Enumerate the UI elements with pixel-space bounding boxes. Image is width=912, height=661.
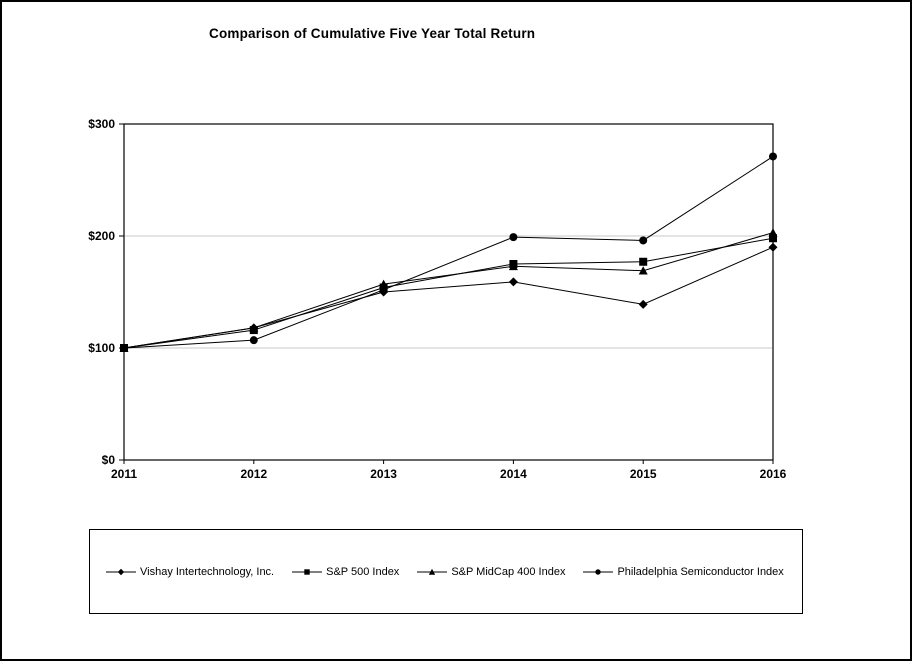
- legend-label: Vishay Intertechnology, Inc.: [140, 565, 275, 578]
- legend-item-philadelphia-semiconductor-index: Philadelphia Semiconductor Index: [583, 565, 784, 578]
- circle-marker-philadelphia-semiconductor-index-2011: [120, 344, 128, 352]
- diamond-marker-vishay-intertechnology-inc-2014: [508, 277, 518, 287]
- y-axis-label: $0: [102, 453, 116, 467]
- legend-item-s-p-500-index: S&P 500 Index: [292, 566, 399, 578]
- triangle-icon: [417, 568, 448, 575]
- chart-title: Comparison of Cumulative Five Year Total…: [209, 26, 536, 41]
- legend-label: S&P MidCap 400 Index: [451, 565, 566, 578]
- y-axis-label: $100: [88, 341, 115, 355]
- plot-frame: [123, 123, 774, 461]
- y-axis-label: $200: [88, 229, 115, 243]
- series-line-s-p-500-index: [123, 237, 774, 349]
- series-line-philadelphia-semiconductor-index: [123, 156, 774, 349]
- legend-item-vishay-intertechnology-inc: Vishay Intertechnology, Inc.: [106, 566, 274, 578]
- legend-label: Philadelphia Semiconductor Index: [617, 565, 784, 578]
- x-axis-label-2015: 2015: [630, 467, 657, 481]
- triangle-marker-s-p-midcap-400-index-2012: [249, 323, 259, 332]
- legend: Vishay Intertechnology, Inc. S&P 500 Inde…: [89, 529, 803, 614]
- square-marker-s-p-500-index-2015: [639, 257, 648, 266]
- line-chart-plot: $0 $100 $200 $300 2011 2012 2013 2014 2015 2016: [88, 117, 787, 481]
- square-marker-s-p-500-index-2016: [769, 234, 777, 243]
- circle-marker-philadelphia-semiconductor-index-2013: [379, 285, 388, 294]
- x-axis-label-2012: 2012: [240, 467, 267, 481]
- legend-label: S&P 500 Index: [326, 565, 400, 578]
- circle-icon: [583, 568, 614, 575]
- circle-marker-philadelphia-semiconductor-index-2014: [509, 233, 518, 242]
- triangle-marker-s-p-midcap-400-index-2016: [768, 228, 778, 237]
- square-icon: [292, 568, 323, 575]
- series-line-s-p-midcap-400-index: [123, 232, 774, 349]
- circle-marker-philadelphia-semiconductor-index-2012: [249, 336, 258, 345]
- circle-marker-philadelphia-semiconductor-index-2016: [769, 152, 777, 161]
- diamond-marker-vishay-intertechnology-inc-2016: [768, 242, 778, 252]
- triangle-marker-s-p-midcap-400-index-2015: [638, 266, 648, 275]
- diamond-marker-vishay-intertechnology-inc-2015: [638, 299, 648, 309]
- legend-item-s-p-midcap-400-index: S&P MidCap 400 Index: [417, 566, 565, 578]
- triangle-marker-s-p-midcap-400-index-2013: [379, 279, 389, 288]
- circle-marker-philadelphia-semiconductor-index-2015: [639, 236, 648, 245]
- diamond-icon: [106, 568, 136, 575]
- x-axis-label-2016: 2016: [760, 467, 787, 481]
- x-axis-label-2014: 2014: [500, 467, 527, 481]
- y-axis-label: $300: [88, 117, 115, 131]
- x-axis-label-2013: 2013: [370, 467, 397, 481]
- x-axis-label-2011: 2011: [111, 467, 137, 481]
- triangle-marker-s-p-midcap-400-index-2014: [508, 261, 518, 271]
